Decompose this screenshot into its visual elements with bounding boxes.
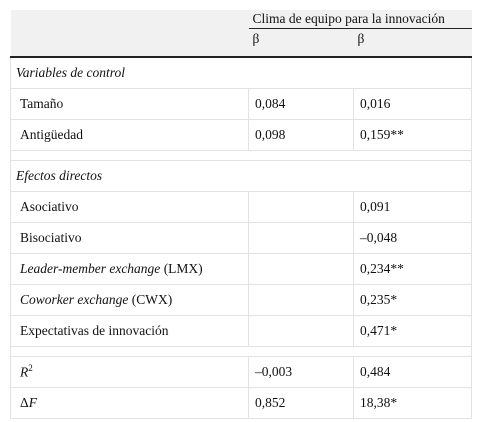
column-header: β <box>353 28 472 58</box>
value-cell <box>248 191 354 223</box>
section-label: Efectos directos <box>10 160 472 192</box>
row-label: Bisociativo <box>10 222 249 254</box>
label-part: Antigüedad <box>20 127 83 142</box>
label-part: Leader-member exchange <box>20 261 161 276</box>
label-part: Expectativas de innovación <box>20 323 169 338</box>
data-row: Expectativas de innovación 0,471* <box>10 315 472 347</box>
header-row: Clima de equipo para la innovación <box>10 10 472 29</box>
data-row: Coworker exchange (CWX) 0,235* <box>10 284 472 316</box>
value-cell: 0,016 <box>353 88 472 120</box>
label-part: F <box>28 395 37 410</box>
section-row: Variables de control <box>10 56 472 89</box>
value-cell <box>248 253 354 285</box>
row-label: R2 <box>10 356 249 388</box>
label-part: Tamaño <box>20 96 64 111</box>
data-row: Tamaño 0,084 0,016 <box>10 88 472 120</box>
value-cell <box>248 315 354 347</box>
label-part: Δ <box>20 395 29 410</box>
row-label: Leader-member exchange (LMX) <box>10 253 249 285</box>
label-part: Efectos directos <box>16 168 103 183</box>
row-label: Tamaño <box>10 88 249 120</box>
group-header: Clima de equipo para la innovación <box>248 10 472 29</box>
label-part: Variables de control <box>16 65 125 80</box>
value-cell: 18,38* <box>353 387 472 419</box>
label-part: (CWX) <box>128 292 173 307</box>
value-cell: 0,484 <box>353 356 472 388</box>
results-table: Clima de equipo para la innovación β β V… <box>10 10 472 419</box>
row-label: Coworker exchange (CWX) <box>10 284 249 316</box>
row-label: Antigüedad <box>10 119 249 151</box>
value-cell: 0,852 <box>248 387 354 419</box>
row-label: Expectativas de innovación <box>10 315 249 347</box>
value-cell: 0,091 <box>353 191 472 223</box>
stat-row: R2 –0,003 0,484 <box>10 356 472 388</box>
value-cell: 0,098 <box>248 119 354 151</box>
data-row: Bisociativo –0,048 <box>10 222 472 254</box>
row-label: ΔF <box>10 387 249 419</box>
value-cell: –0,048 <box>353 222 472 254</box>
value-cell: 0,471* <box>353 315 472 347</box>
value-cell: 0,159** <box>353 119 472 151</box>
table-body: Clima de equipo para la innovación β β V… <box>10 10 472 419</box>
section-label: Variables de control <box>10 56 472 89</box>
row-label: Asociativo <box>10 191 249 223</box>
section-row: Efectos directos <box>10 160 472 192</box>
spacer-row <box>10 346 472 357</box>
label-part: R <box>20 364 29 380</box>
header-empty <box>10 28 249 58</box>
label-part: Coworker exchange <box>20 292 129 307</box>
data-row: Leader-member exchange (LMX) 0,234** <box>10 253 472 285</box>
spacer-row <box>10 150 472 161</box>
value-cell <box>248 284 354 316</box>
stat-row: ΔF 0,852 18,38* <box>10 387 472 419</box>
label-part: 2 <box>28 363 33 374</box>
header-empty <box>10 10 249 29</box>
data-row: Antigüedad 0,098 0,159** <box>10 119 472 151</box>
value-cell: 0,084 <box>248 88 354 120</box>
column-header: β <box>248 28 354 58</box>
spacer-cell <box>10 346 472 357</box>
label-part: (LMX) <box>160 261 203 276</box>
label-part: Asociativo <box>20 199 79 214</box>
value-cell: 0,234** <box>353 253 472 285</box>
header-row: β β <box>10 28 472 58</box>
value-cell: –0,003 <box>248 356 354 388</box>
spacer-cell <box>10 150 472 161</box>
data-row: Asociativo 0,091 <box>10 191 472 223</box>
label-part: Bisociativo <box>20 230 82 245</box>
value-cell: 0,235* <box>353 284 472 316</box>
value-cell <box>248 222 354 254</box>
